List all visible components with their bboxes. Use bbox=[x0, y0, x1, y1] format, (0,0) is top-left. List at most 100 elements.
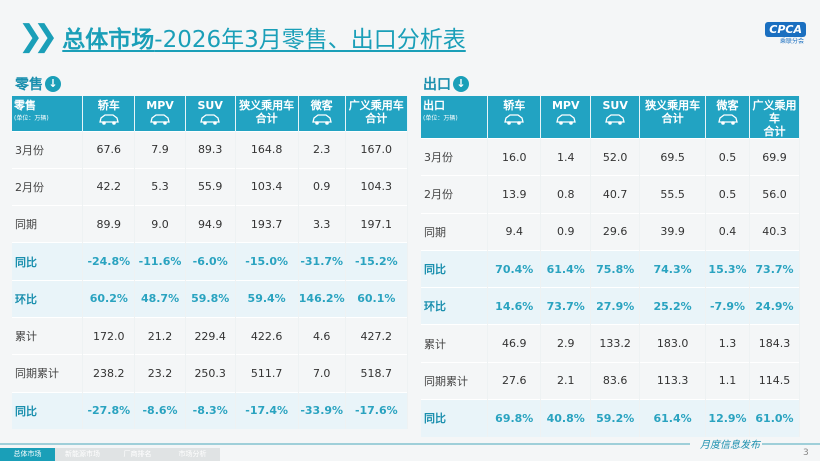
footer-divider bbox=[762, 443, 820, 445]
cell-value: -11.6% bbox=[134, 242, 186, 281]
cell-value: 14.6% bbox=[487, 287, 542, 325]
column-label: MPV bbox=[551, 99, 580, 112]
cell-value: -15.0% bbox=[235, 242, 299, 281]
cell-value: 73.7% bbox=[540, 287, 592, 325]
arrow-down-icon: ↓ bbox=[45, 76, 61, 92]
title-bold: 总体市场 bbox=[62, 27, 155, 53]
cell-value: 29.6 bbox=[590, 212, 641, 251]
logo-text: CPCA bbox=[765, 22, 806, 37]
table-row: 2月份 13.9 0.8 40.7 55.5 0.5 56.0 bbox=[421, 175, 800, 214]
cell-value: 60.2% bbox=[82, 279, 136, 318]
cell-value: 146.2% bbox=[298, 279, 346, 318]
car-icon bbox=[605, 114, 625, 125]
title-rest: -2026年3月零售、出口分析表 bbox=[154, 27, 466, 53]
export-section-label: 出口 ↓ bbox=[423, 74, 469, 94]
cell-value: 83.6 bbox=[590, 361, 641, 400]
column-header: 广义乘用车 合计 bbox=[749, 96, 800, 139]
header-row: 出口 (单位：万辆) 轿车 MPV SUV 狭义乘用车 合计 微客 广义乘用车 合计 bbox=[421, 96, 800, 139]
cell-value: 59.8% bbox=[185, 279, 236, 318]
cell-value: 61.0% bbox=[749, 399, 800, 437]
table-row: 累计 172.0 21.2 229.4 422.6 4.6 427.2 bbox=[12, 316, 409, 355]
cell-value: -17.6% bbox=[345, 391, 409, 430]
table-row: 同期 89.9 9.0 94.9 193.7 3.3 197.1 bbox=[12, 205, 409, 243]
cell-value: -27.8% bbox=[82, 391, 136, 430]
table-row: 累计 46.9 2.9 133.2 183.0 1.3 184.3 bbox=[421, 324, 800, 363]
cell-value: 133.2 bbox=[590, 324, 641, 363]
cell-value: 2.3 bbox=[298, 130, 346, 169]
cell-value: 89.9 bbox=[82, 205, 136, 243]
column-header: 轿车 bbox=[487, 96, 542, 139]
cell-value: 7.9 bbox=[134, 130, 186, 169]
cell-value: 75.8% bbox=[590, 249, 641, 288]
cell-value: 73.7% bbox=[749, 249, 800, 288]
column-label: 狭义乘用车 合计 bbox=[645, 99, 701, 125]
row-label: 3月份 bbox=[421, 137, 489, 176]
cell-value: 52.0 bbox=[590, 137, 641, 176]
column-label: 微客 bbox=[716, 99, 739, 112]
cell-value: 114.5 bbox=[749, 361, 800, 400]
corner-header: 零售 (单位：万辆) bbox=[12, 96, 84, 131]
table-row: 同期累计 238.2 23.2 250.3 511.7 7.0 518.7 bbox=[12, 354, 409, 393]
cell-value: 172.0 bbox=[82, 316, 136, 355]
cell-value: 9.4 bbox=[487, 212, 542, 251]
row-label: 同比 bbox=[12, 391, 84, 430]
car-icon bbox=[311, 114, 332, 125]
row-label: 2月份 bbox=[12, 167, 84, 206]
column-header: 轿车 bbox=[82, 96, 136, 131]
car-icon bbox=[98, 114, 119, 125]
table-row: 同比 -24.8% -11.6% -6.0% -15.0% -31.7% -15.2% bbox=[12, 242, 409, 281]
cell-value: 0.5 bbox=[705, 137, 750, 176]
cell-value: 3.3 bbox=[298, 205, 346, 243]
column-header: MPV bbox=[134, 96, 186, 131]
header-row: 零售 (单位：万辆) 轿车 MPV SUV 狭义乘用车 合计 微客 广义乘用车 合计 bbox=[12, 96, 409, 131]
cell-value: 89.3 bbox=[185, 130, 236, 169]
cell-value: 0.4 bbox=[705, 212, 750, 251]
cell-value: 27.6 bbox=[487, 361, 542, 400]
row-label: 同比 bbox=[12, 242, 84, 281]
cell-value: 0.8 bbox=[540, 175, 592, 214]
cell-value: 9.0 bbox=[134, 205, 186, 243]
cell-value: 42.2 bbox=[82, 167, 136, 206]
page-title: ❯❯ 总体市场-2026年3月零售、出口分析表 bbox=[18, 20, 466, 54]
table-row: 同比 70.4% 61.4% 75.8% 74.3% 15.3% 73.7% bbox=[421, 249, 800, 288]
row-label: 环比 bbox=[421, 287, 489, 325]
column-header: 微客 bbox=[705, 96, 750, 139]
tab-market-analysis[interactable]: 市场分析 bbox=[165, 448, 220, 461]
cpca-logo: CPCA 乘联分会 bbox=[748, 22, 806, 46]
cell-value: 25.2% bbox=[639, 287, 707, 325]
corner-label: 出口 bbox=[423, 99, 445, 112]
row-label: 2月份 bbox=[421, 175, 489, 214]
cell-value: 69.5 bbox=[639, 137, 707, 176]
cell-value: 7.0 bbox=[298, 354, 346, 393]
table-row: 3月份 67.6 7.9 89.3 164.8 2.3 167.0 bbox=[12, 130, 409, 169]
car-icon bbox=[504, 114, 525, 125]
tab-nev-market[interactable]: 新能源市场 bbox=[55, 448, 110, 461]
footer-tabs: 总体市场 新能源市场 厂商排名 市场分析 bbox=[0, 448, 220, 461]
footer-divider bbox=[0, 443, 690, 445]
tab-overall-market[interactable]: 总体市场 bbox=[0, 448, 55, 461]
cell-value: 12.9% bbox=[705, 399, 750, 437]
column-label: 广义乘用车 合计 bbox=[348, 99, 404, 125]
cell-value: 4.6 bbox=[298, 316, 346, 355]
cell-value: 59.2% bbox=[590, 399, 641, 437]
cell-value: 46.9 bbox=[487, 324, 542, 363]
column-label: 轿车 bbox=[503, 99, 526, 112]
table-row: 同期 9.4 0.9 29.6 39.9 0.4 40.3 bbox=[421, 212, 800, 251]
cell-value: 229.4 bbox=[185, 316, 236, 355]
table-row: 同比 69.8% 40.8% 59.2% 61.4% 12.9% 61.0% bbox=[421, 399, 800, 437]
cell-value: 238.2 bbox=[82, 354, 136, 393]
cell-value: 39.9 bbox=[639, 212, 707, 251]
tab-maker-ranking[interactable]: 厂商排名 bbox=[110, 448, 165, 461]
unit-label: (单位：万辆) bbox=[14, 115, 49, 122]
cell-value: -6.0% bbox=[185, 242, 236, 281]
chevron-right-icon: ❯❯ bbox=[18, 19, 58, 54]
cell-value: -24.8% bbox=[82, 242, 136, 281]
column-header: 微客 bbox=[298, 96, 346, 131]
retail-section-label: 零售 ↓ bbox=[15, 74, 61, 94]
table-row: 2月份 42.2 5.3 55.9 103.4 0.9 104.3 bbox=[12, 167, 409, 206]
column-label: 微客 bbox=[310, 99, 333, 112]
cell-value: 164.8 bbox=[235, 130, 299, 169]
row-label: 3月份 bbox=[12, 130, 84, 169]
retail-table: 零售 (单位：万辆) 轿车 MPV SUV 狭义乘用车 合计 微客 广义乘用车 合计 3月份 67… bbox=[12, 96, 409, 430]
cell-value: 1.1 bbox=[705, 361, 750, 400]
